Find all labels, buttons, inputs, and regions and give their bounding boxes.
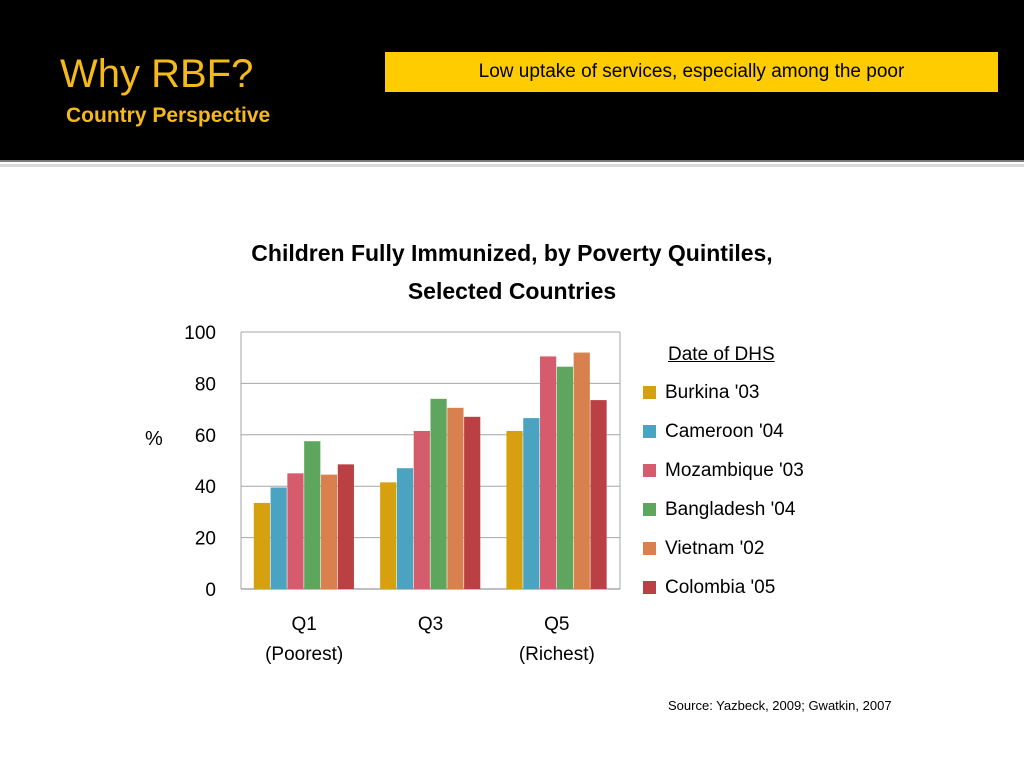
bar bbox=[413, 430, 430, 589]
bar bbox=[590, 400, 607, 589]
x-tick-label: (Richest) bbox=[519, 644, 595, 665]
bar bbox=[523, 418, 540, 589]
header-divider bbox=[0, 160, 1024, 162]
y-tick-label: 80 bbox=[195, 374, 216, 395]
y-tick-label: 100 bbox=[184, 323, 216, 344]
bar bbox=[304, 441, 321, 589]
y-tick-label: 60 bbox=[195, 426, 216, 447]
legend-label: Bangladesh '04 bbox=[665, 499, 796, 520]
bar bbox=[253, 502, 270, 589]
legend-swatch bbox=[643, 464, 656, 477]
x-tick-label: Q5 bbox=[544, 614, 569, 635]
bar bbox=[396, 468, 414, 589]
legend-item: Burkina '03 bbox=[643, 373, 883, 412]
bar bbox=[573, 352, 590, 589]
legend-swatch bbox=[643, 581, 656, 594]
legend-item: Cameroon '04 bbox=[643, 412, 883, 451]
bar bbox=[540, 356, 557, 589]
legend-label: Vietnam '02 bbox=[665, 538, 765, 559]
slide-subtitle: Country Perspective bbox=[66, 104, 271, 127]
x-tick-label: (Poorest) bbox=[265, 644, 343, 665]
legend-swatch bbox=[643, 542, 656, 555]
bar bbox=[270, 487, 287, 589]
legend-label: Burkina '03 bbox=[665, 382, 760, 403]
legend-item: Mozambique '03 bbox=[643, 451, 883, 490]
bar bbox=[506, 430, 523, 589]
bar bbox=[556, 366, 574, 589]
bar bbox=[447, 407, 464, 589]
bar bbox=[287, 473, 304, 589]
bar bbox=[337, 464, 354, 589]
bar bbox=[430, 398, 447, 589]
x-tick-label: Q3 bbox=[418, 614, 443, 635]
legend-label: Cameroon '04 bbox=[665, 421, 784, 442]
bar bbox=[320, 474, 338, 589]
legend-label: Mozambique '03 bbox=[665, 460, 804, 481]
legend-item: Bangladesh '04 bbox=[643, 490, 883, 529]
chart-legend: Date of DHS Burkina '03 Cameroon '04 Mozam… bbox=[643, 340, 883, 607]
y-tick-label: 0 bbox=[205, 580, 216, 601]
chart-title: Children Fully Immunized, by Poverty Qui… bbox=[251, 240, 773, 304]
y-tick-label: 20 bbox=[195, 529, 216, 550]
legend-item: Vietnam '02 bbox=[643, 529, 883, 568]
source-note: Source: Yazbeck, 2009; Gwatkin, 2007 bbox=[668, 698, 892, 713]
callout-box: Low uptake of services, especially among… bbox=[385, 52, 998, 92]
bar bbox=[464, 416, 481, 589]
y-tick-label: 40 bbox=[195, 477, 216, 498]
legend-label: Colombia '05 bbox=[665, 577, 776, 598]
legend-swatch bbox=[643, 386, 656, 399]
legend-swatch bbox=[643, 425, 656, 438]
header-divider-light bbox=[0, 164, 1024, 167]
x-tick-label: Q1 bbox=[291, 614, 316, 635]
bar bbox=[380, 482, 397, 589]
slide-title: Why RBF? bbox=[60, 52, 254, 96]
y-axis-label: % bbox=[145, 428, 163, 450]
legend-swatch bbox=[643, 503, 656, 516]
legend-item: Colombia '05 bbox=[643, 568, 883, 607]
legend-title: Date of DHS bbox=[668, 344, 775, 365]
